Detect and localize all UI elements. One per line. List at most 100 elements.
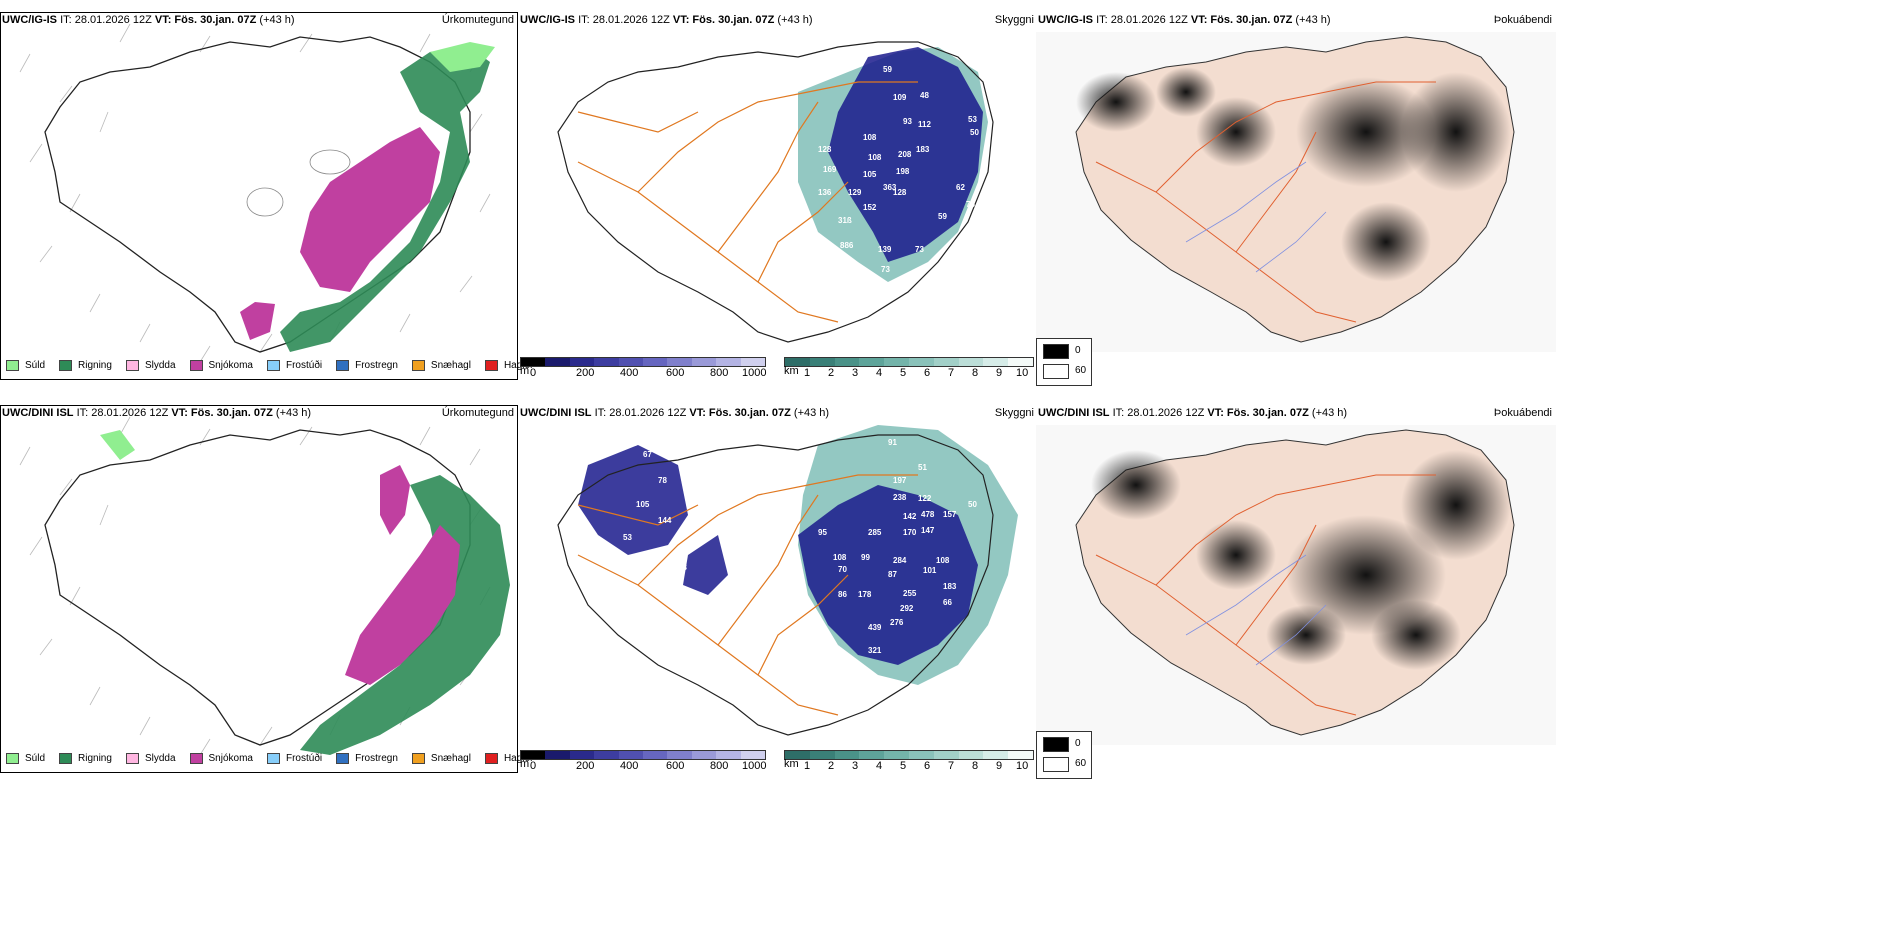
lead-time: (+43 h): [793, 407, 830, 419]
snow-area-south: [240, 302, 275, 340]
fog-legend-value: 60: [1075, 758, 1087, 769]
colorbar-tick: 2: [828, 367, 835, 379]
vis-value: 147: [921, 526, 935, 535]
colorbar-tick: 9: [996, 367, 1003, 379]
legend-item: Haglél: [484, 360, 533, 371]
iceland-outline: [557, 434, 994, 736]
model-name: UWC/DINI ISL: [520, 407, 592, 419]
colorbar-tick: 5: [900, 367, 907, 379]
vis-value: 86: [838, 590, 847, 599]
init-time: IT: 28.01.2026 12Z: [60, 14, 152, 26]
legend-swatch: [125, 753, 139, 764]
vis-value: 178: [858, 590, 872, 599]
legend-label: Haglél: [503, 360, 533, 371]
dark-low-vis-area-west: [578, 445, 688, 555]
legend-item: Súld: [6, 753, 45, 764]
vis-value: 198: [896, 167, 910, 176]
panel-type-label: Skyggni: [994, 407, 1034, 419]
vis-value: 128: [893, 188, 907, 197]
panel-type-label: Þokuábendi: [1493, 14, 1552, 26]
panel-type-label: Skyggni: [994, 14, 1034, 26]
row1-visibility-panel: UWC/IG-IS IT: 28.01.2026 12Z VT: Fös. 30…: [518, 12, 1036, 380]
legend-label: Snjókoma: [208, 360, 253, 371]
legend-item: Frostregn: [336, 360, 398, 371]
panel-type-label: Úrkomutegund: [441, 407, 514, 419]
init-time: IT: 28.01.2026 12Z: [578, 14, 670, 26]
snow-area: [300, 127, 440, 292]
vis-value: 62: [956, 183, 965, 192]
vis-value: 139: [878, 245, 892, 254]
legend-label: Snæhagl: [430, 753, 471, 764]
colorbar-tick: 200: [576, 367, 595, 379]
colorbar-unit: km: [784, 758, 799, 770]
legend-item: Súld: [6, 360, 45, 371]
roads: [577, 474, 918, 716]
valid-time: Fös. 30.jan. 07Z: [708, 407, 791, 419]
vis-value: 276: [890, 618, 904, 627]
vis-value: 292: [900, 604, 914, 613]
lead-time: (+43 h): [1311, 407, 1348, 419]
iceland-outline: [557, 41, 994, 343]
vis-value-labels: 59 109 48 93 112 53 50 108 208 183 128 1…: [768, 65, 979, 312]
colorbar-tick: 10: [1016, 760, 1029, 772]
vis-value: 478: [921, 510, 935, 519]
precip-type-map: [19, 23, 495, 363]
panel-type-label: Úrkomutegund: [441, 14, 514, 26]
visibility-colorbar-m: m 0 200 400 600 800 1000: [520, 357, 766, 379]
vis-value: 169: [823, 165, 837, 174]
rain-area: [280, 47, 490, 352]
dark-low-vis-area-nw: [683, 535, 728, 595]
vis-value: 53: [678, 563, 687, 572]
colorbar-unit: m: [520, 758, 530, 770]
legend-swatch: [484, 360, 498, 371]
legend-label: Frostúði: [285, 360, 323, 371]
roads: [1095, 474, 1436, 716]
panel-title: UWC/IG-IS IT: 28.01.2026 12Z VT: Fös. 30…: [2, 14, 295, 26]
row2-visibility-panel: UWC/DINI ISL IT: 28.01.2026 12Z VT: Fös.…: [518, 405, 1036, 773]
vis-value: 53: [968, 115, 977, 124]
row1-precip-type-panel: UWC/IG-IS IT: 28.01.2026 12Z VT: Fös. 30…: [0, 12, 532, 380]
vis-value: 108: [863, 133, 877, 142]
roads: [1095, 81, 1436, 323]
visibility-map: 59 109 48 93 112 53 50 108 208 183 128 1…: [557, 41, 994, 343]
vis-value: 108: [936, 556, 950, 565]
legend-swatch: [59, 360, 73, 371]
vis-value: 363: [883, 183, 897, 192]
snow-area: [345, 525, 460, 685]
colorbar-tick: 8: [972, 367, 979, 379]
vt-label: VT:: [171, 407, 188, 419]
row1-fog-panel: UWC/IG-IS IT: 28.01.2026 12Z VT: Fös. 30…: [1036, 12, 1556, 386]
roads: [577, 81, 918, 323]
vis-value: 157: [943, 510, 957, 519]
legend-swatch: [266, 360, 280, 371]
vis-value: 208: [898, 150, 912, 159]
vis-value: 73: [915, 245, 924, 254]
vis-value-labels: 91 51 197 238 122 478 50 157 142 170 147…: [623, 438, 977, 655]
vis-value: 122: [918, 494, 932, 503]
legend-label: Frostregn: [355, 753, 398, 764]
valid-time: Fös. 30.jan. 07Z: [1226, 407, 1309, 419]
vis-value: 110: [656, 578, 669, 587]
colorbar-tick: 5: [900, 760, 907, 772]
legend-label: Súld: [25, 753, 46, 764]
legend-label: Rigning: [78, 360, 112, 371]
colorbar-tick: 3: [852, 367, 859, 379]
vis-value: 111: [776, 578, 789, 587]
colorbar-tick: 9: [996, 760, 1003, 772]
panel-title: UWC/IG-IS IT: 28.01.2026 12Z VT: Fös. 30…: [520, 14, 813, 26]
visibility-map: 91 51 197 238 122 478 50 157 142 170 147…: [557, 425, 1018, 736]
legend-item: Snæhagl: [411, 753, 471, 764]
vis-value: 136: [818, 188, 832, 197]
vis-value: 48: [920, 91, 929, 100]
legend-label: Súld: [25, 360, 46, 371]
snow-area-north: [380, 465, 410, 535]
vis-value: 101: [923, 566, 937, 575]
legend-item: Snæhagl: [411, 360, 471, 371]
fog-legend: 0 60: [1036, 338, 1092, 386]
legend-label: Snæhagl: [430, 360, 471, 371]
visibility-colorbar-m: m 0 200 400 600 800 1000: [520, 750, 767, 772]
legend-item: Snjókoma: [189, 753, 253, 764]
colorbar-tick: 4: [876, 367, 883, 379]
colorbar-tick: 1000: [742, 760, 767, 772]
legend-item: Snjókoma: [189, 360, 253, 371]
